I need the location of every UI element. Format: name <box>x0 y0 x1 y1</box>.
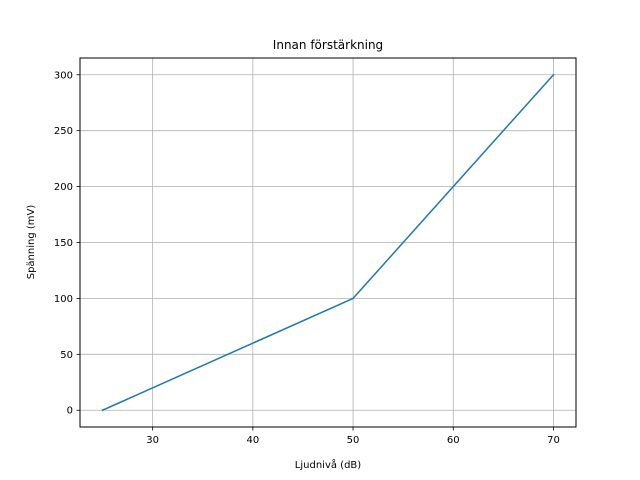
x-axis-label: Ljudnivå (dB) <box>295 458 361 471</box>
x-tick-label: 40 <box>246 435 259 446</box>
y-tick-label: 50 <box>60 350 73 361</box>
y-tick-label: 300 <box>54 70 73 81</box>
x-tick-label: 50 <box>347 435 360 446</box>
chart-title: Innan förstärkning <box>273 38 383 52</box>
y-tick-label: 150 <box>54 238 73 249</box>
grid-lines <box>80 58 576 427</box>
x-tick-label: 30 <box>146 435 159 446</box>
x-tick-label: 60 <box>447 435 460 446</box>
y-axis-label: Spänning (mV) <box>26 205 37 280</box>
x-tick-label: 70 <box>547 435 560 446</box>
y-tick-label: 100 <box>54 294 73 305</box>
y-tick-label: 250 <box>54 126 73 137</box>
series-layer <box>101 73 555 412</box>
y-tick-label: 200 <box>54 182 73 193</box>
y-tick-label: 0 <box>67 406 73 417</box>
y-axis: 0 50 100 150 200 250 300 <box>54 70 80 417</box>
series-line <box>101 73 555 412</box>
x-axis: 30 40 50 60 70 <box>146 427 560 446</box>
